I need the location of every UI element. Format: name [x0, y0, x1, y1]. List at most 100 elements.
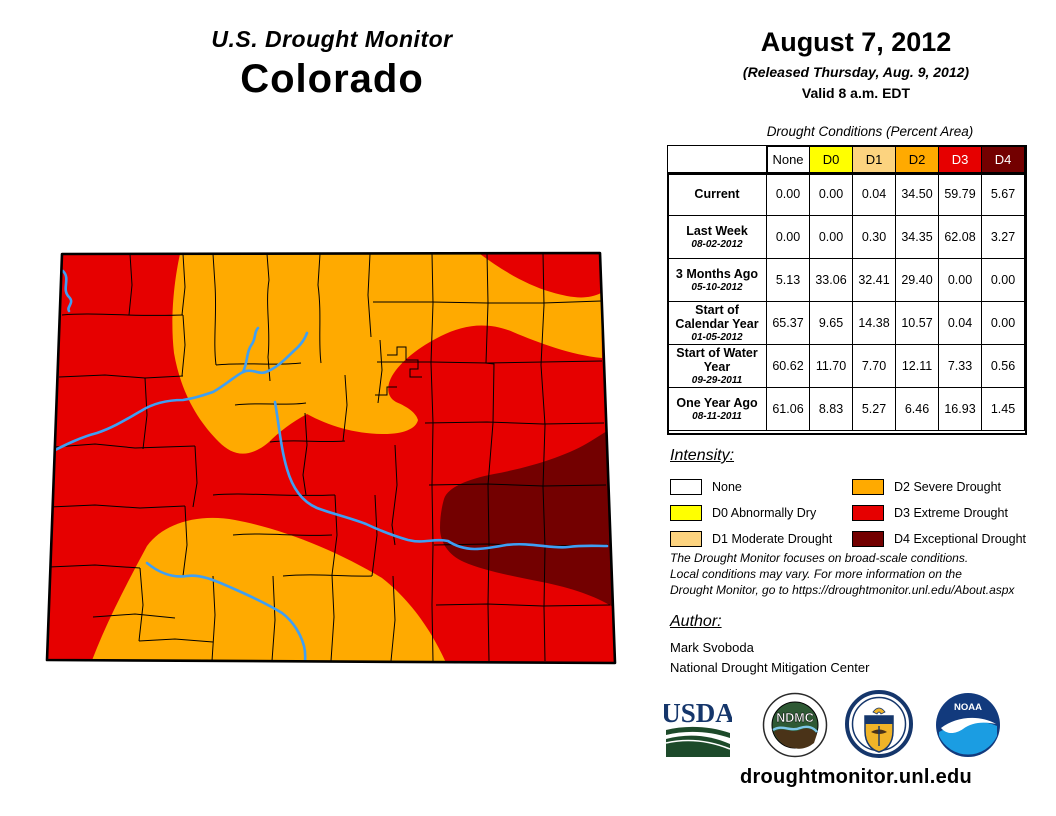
river-line: [47, 331, 309, 455]
table-value-cell: 16.93: [938, 387, 982, 431]
table-value-cell: 59.79: [938, 172, 982, 216]
row-label: One Year Ago 08-11-2011: [667, 387, 767, 431]
table-title: Drought Conditions (Percent Area): [766, 124, 974, 139]
column-header-d3: D3: [938, 145, 982, 173]
table-value-cell: 5.13: [766, 258, 810, 302]
legend-label: D0 Abnormally Dry: [712, 506, 817, 520]
legend-swatch: [670, 505, 702, 521]
state-name: Colorado: [240, 57, 424, 101]
drought-conditions-table: None D0 D1 D2 D3 D4 Current 0.00 0.00 0.04 34.50 59…: [667, 145, 1027, 435]
table-row: 3 Months Ago 05-10-2012 5.13 33.06 32.41 29.4…: [667, 258, 1025, 302]
usda-logo: USDA: [664, 698, 732, 757]
county-line: [375, 386, 397, 396]
table-value-cell: 34.50: [895, 172, 939, 216]
county-line: [128, 253, 133, 316]
county-line: [373, 300, 602, 304]
legend-item: D0 Abnormally Dry: [670, 505, 852, 521]
colorado-drought-map: [45, 251, 617, 665]
county-line: [282, 574, 373, 577]
county-line: [485, 253, 495, 662]
table-value-cell: 3.27: [981, 215, 1025, 259]
disclaimer-text: The Drought Monitor focuses on broad-sca…: [670, 550, 1056, 598]
county-line: [271, 575, 276, 662]
legend-swatch: [852, 505, 884, 521]
usda-logo-text: USDA: [664, 698, 732, 728]
table-value-cell: 9.65: [809, 301, 853, 345]
county-line: [317, 253, 322, 364]
legend-label: D4 Exceptional Drought: [894, 532, 1027, 546]
row-date: 01-05-2012: [691, 331, 743, 343]
table-value-cell: 0.56: [981, 344, 1025, 388]
county-line: [331, 494, 338, 576]
table-value-cell: 6.46: [895, 387, 939, 431]
river-line: [273, 400, 609, 551]
legend-item: None: [670, 479, 852, 495]
county-line: [234, 402, 307, 406]
county-line: [302, 412, 308, 496]
table-value-cell: 0.00: [809, 215, 853, 259]
county-line: [424, 421, 605, 425]
column-header-d1: D1: [852, 145, 896, 173]
legend-label: D1 Moderate Drought: [712, 532, 833, 546]
county-boundaries: [48, 253, 611, 662]
county-line: [540, 253, 546, 662]
report-title: U.S. Drought Monitor: [211, 26, 453, 52]
table-value-cell: 0.00: [809, 172, 853, 216]
county-line: [371, 494, 378, 577]
county-line: [342, 374, 348, 442]
table-value-cell: 0.04: [852, 172, 896, 216]
county-line: [390, 575, 396, 662]
county-line: [54, 443, 196, 449]
table-value-cell: 0.30: [852, 215, 896, 259]
county-line: [211, 575, 216, 662]
map-date: August 7, 2012: [760, 27, 952, 57]
row-label: Start of Calendar Year 01-05-2012: [667, 301, 767, 345]
county-line: [430, 253, 434, 662]
table-value-cell: 5.67: [981, 172, 1025, 216]
column-header-d4: D4: [981, 145, 1025, 173]
county-line: [232, 533, 333, 536]
county-line: [377, 360, 603, 364]
table-row: One Year Ago 08-11-2011 61.06 8.83 5.27 6.46 1…: [667, 387, 1025, 431]
column-header-d2: D2: [895, 145, 939, 173]
county-line: [138, 638, 214, 643]
release-date: (Released Thursday, Aug. 9, 2012): [742, 64, 970, 80]
row-date: 08-02-2012: [691, 238, 743, 250]
table-value-cell: 7.33: [938, 344, 982, 388]
county-line: [428, 483, 607, 487]
map-region-d2-south: [91, 517, 447, 663]
county-line: [182, 505, 188, 577]
county-line: [212, 253, 217, 366]
legend-label: D2 Severe Drought: [894, 480, 1002, 494]
row-label: Current: [667, 172, 767, 216]
row-date: 09-29-2011: [691, 374, 743, 386]
intensity-legend: Intensity: None D0 Abnormally Dry D1 Moder…: [670, 447, 1052, 552]
row-label: Start of Water Year 09-29-2011: [667, 344, 767, 388]
river-line: [145, 561, 307, 663]
table-value-cell: 0.00: [766, 172, 810, 216]
county-line: [212, 493, 336, 496]
ndmc-logo: NDMC: [762, 692, 828, 758]
table-value-cell: 14.38: [852, 301, 896, 345]
noaa-logo-text: NOAA: [954, 702, 982, 713]
county-line: [387, 346, 422, 378]
table-value-cell: 0.00: [981, 258, 1025, 302]
table-row: Current 0.00 0.00 0.04 34.50 59.79 5.67: [667, 172, 1025, 216]
row-date: 05-10-2012: [691, 281, 743, 293]
county-line: [58, 374, 184, 379]
legend-label: D3 Extreme Drought: [894, 506, 1008, 520]
county-line: [435, 603, 611, 607]
county-line: [181, 253, 186, 316]
county-line: [92, 613, 176, 619]
legend-swatch: [852, 531, 884, 547]
county-line: [181, 314, 186, 377]
ndmc-logo-text: NDMC: [776, 711, 814, 725]
table-value-cell: 60.62: [766, 344, 810, 388]
county-line: [142, 377, 148, 450]
county-line: [138, 567, 144, 642]
disclaimer-line: Drought Monitor, go to https://droughtmo…: [670, 583, 1015, 597]
table-value-cell: 33.06: [809, 258, 853, 302]
county-line: [266, 253, 271, 382]
legend-item: D2 Severe Drought: [852, 479, 1052, 495]
table-value-cell: 34.35: [895, 215, 939, 259]
